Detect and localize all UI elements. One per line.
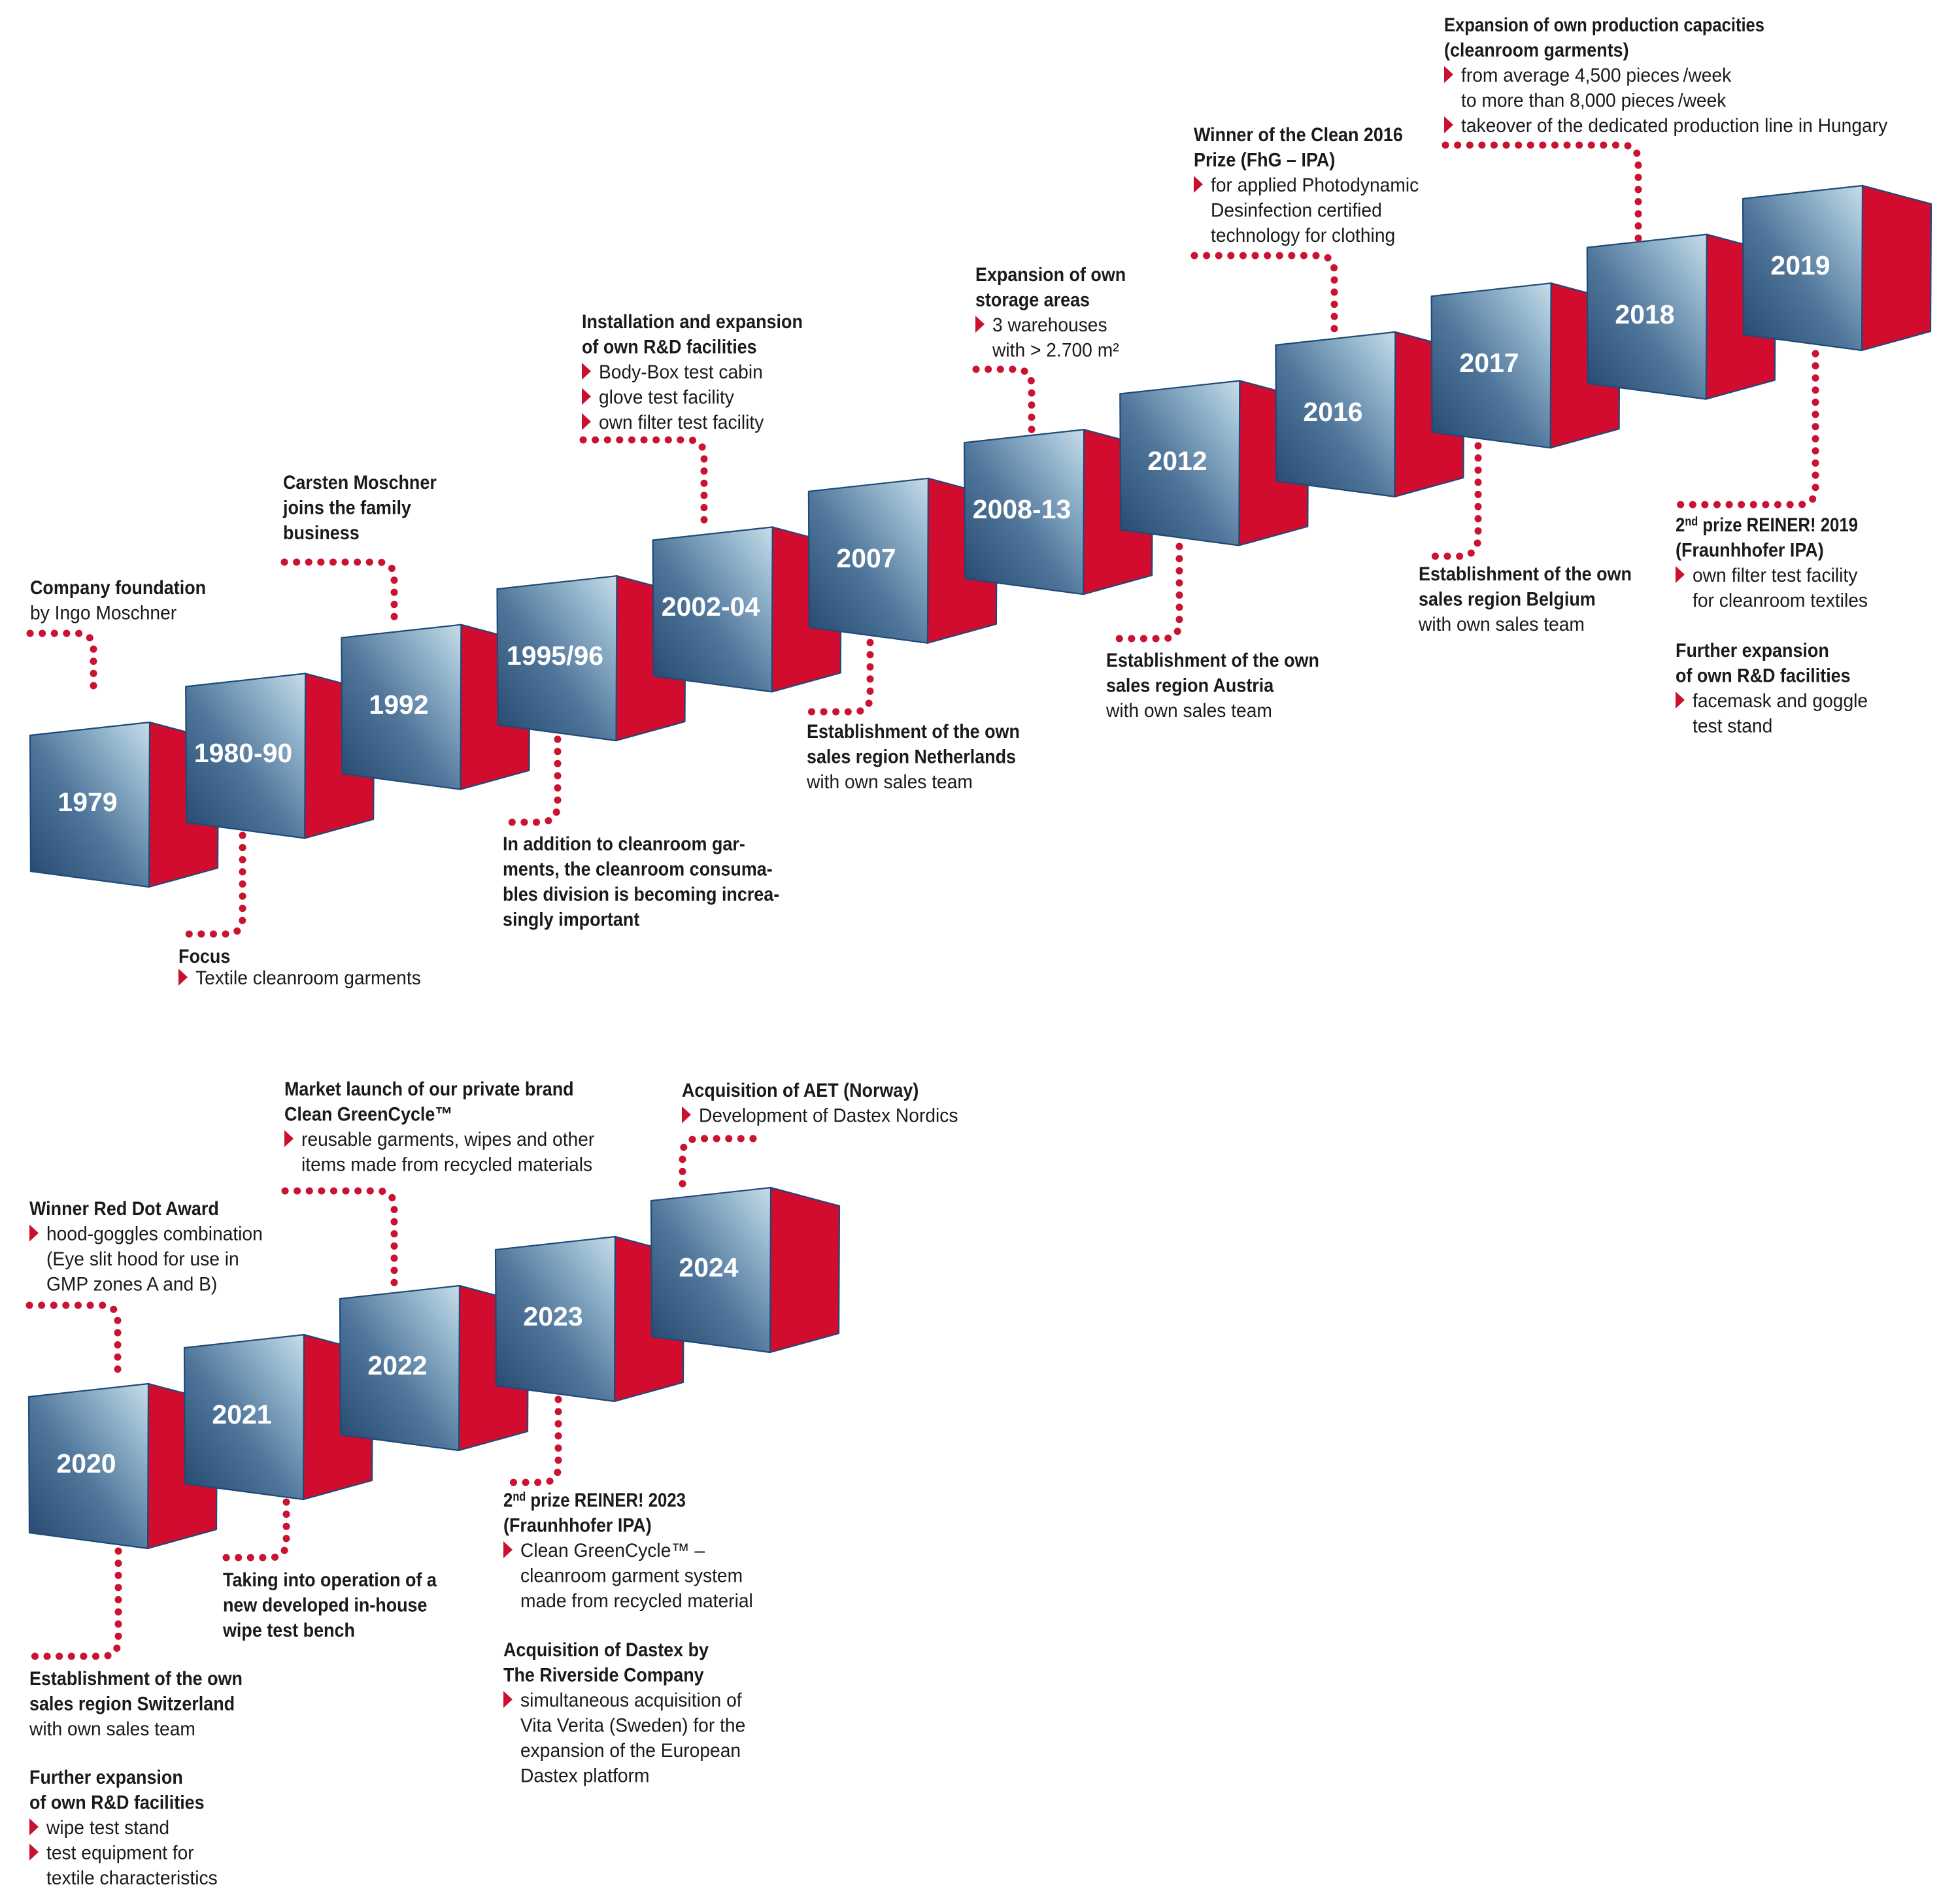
svg-text:Clean GreenCycle™ –: Clean GreenCycle™ – <box>520 1540 705 1562</box>
svg-text:(Eye slit hood for use in: (Eye slit hood for use in <box>46 1248 239 1270</box>
svg-text:cleanroom garment system: cleanroom garment system <box>520 1565 743 1587</box>
svg-text:items made from recycled mater: items made from recycled materials <box>301 1154 592 1176</box>
svg-text:textile characteristics: textile characteristics <box>46 1867 218 1889</box>
svg-text:In addition to cleanroom gar-: In addition to cleanroom gar- <box>503 833 745 855</box>
svg-text:Establishment of the own: Establishment of the own <box>29 1668 243 1690</box>
svg-text:own filter test facility: own filter test facility <box>1693 565 1857 586</box>
svg-text:Taking into operation of a: Taking into operation of a <box>223 1569 437 1591</box>
svg-text:2018: 2018 <box>1615 299 1674 329</box>
svg-text:2nd prize REINER! 2019: 2nd prize REINER! 2019 <box>1676 514 1858 536</box>
svg-text:of own R&D facilities: of own R&D facilities <box>29 1792 205 1814</box>
svg-text:business: business <box>283 522 360 544</box>
svg-text:2012: 2012 <box>1147 446 1207 476</box>
svg-text:2021: 2021 <box>212 1399 271 1429</box>
svg-text:glove test facility: glove test facility <box>599 387 734 409</box>
svg-text:Expansion of own production ca: Expansion of own production capacities <box>1444 14 1764 36</box>
svg-text:Expansion of own: Expansion of own <box>975 264 1126 286</box>
svg-text:test equipment for: test equipment for <box>46 1843 194 1864</box>
svg-text:bles division is becoming incr: bles division is becoming increa- <box>503 884 779 905</box>
svg-text:wipe test bench: wipe test bench <box>222 1620 355 1641</box>
svg-text:2nd prize REINER! 2023: 2nd prize REINER! 2023 <box>503 1490 686 1511</box>
svg-text:Textile cleanroom garments: Textile cleanroom garments <box>195 967 421 989</box>
svg-text:Winner of the Clean 2016: Winner of the Clean 2016 <box>1194 124 1403 146</box>
svg-text:takeover of the dedicated prod: takeover of the dedicated production lin… <box>1461 115 1887 137</box>
svg-text:Clean GreenCycle™: Clean GreenCycle™ <box>284 1104 452 1126</box>
svg-text:Focus: Focus <box>178 946 230 967</box>
svg-text:Company foundation: Company foundation <box>30 577 206 599</box>
svg-text:1995/96: 1995/96 <box>507 641 603 671</box>
svg-text:with own sales team: with own sales team <box>806 771 973 793</box>
svg-text:Prize (FhG – IPA): Prize (FhG – IPA) <box>1194 150 1335 171</box>
svg-text:wipe test stand: wipe test stand <box>46 1817 169 1839</box>
svg-text:Further expansion: Further expansion <box>1676 640 1829 661</box>
svg-text:with > 2.700 m²: with > 2.700 m² <box>992 340 1119 361</box>
svg-text:2022: 2022 <box>367 1350 427 1380</box>
svg-text:2007: 2007 <box>836 543 896 573</box>
svg-text:3 warehouses: 3 warehouses <box>992 314 1107 336</box>
svg-text:1980-90: 1980-90 <box>194 738 292 768</box>
svg-text:Establishment of the own: Establishment of the own <box>1106 650 1319 671</box>
svg-text:for applied Photodynamic: for applied Photodynamic <box>1211 175 1419 196</box>
svg-text:2017: 2017 <box>1459 348 1519 378</box>
svg-text:of own R&D facilities: of own R&D facilities <box>582 337 757 358</box>
svg-text:of own R&D facilities: of own R&D facilities <box>1676 665 1851 687</box>
svg-text:Further expansion: Further expansion <box>29 1767 183 1788</box>
svg-text:for cleanroom textiles: for cleanroom textiles <box>1693 590 1868 612</box>
svg-text:(Fraunhhofer IPA): (Fraunhhofer IPA) <box>1676 540 1824 561</box>
svg-text:Market launch of our private b: Market launch of our private brand <box>284 1078 574 1100</box>
svg-text:2002-04: 2002-04 <box>662 592 760 622</box>
svg-text:joins the family: joins the family <box>282 497 411 519</box>
svg-text:made from recycled material: made from recycled material <box>520 1590 753 1612</box>
svg-text:Carsten Moschner: Carsten Moschner <box>283 472 437 493</box>
svg-text:test stand: test stand <box>1693 716 1772 737</box>
svg-text:with own sales team: with own sales team <box>1105 700 1272 722</box>
svg-text:Desinfection certified: Desinfection certified <box>1211 200 1382 222</box>
svg-text:2020: 2020 <box>56 1448 116 1478</box>
svg-text:simultaneous acquisition of: simultaneous acquisition of <box>520 1690 742 1711</box>
svg-text:Establishment of the own: Establishment of the own <box>807 721 1020 743</box>
svg-text:(cleanroom garments): (cleanroom garments) <box>1444 40 1629 61</box>
svg-text:sales region Switzerland: sales region Switzerland <box>29 1694 235 1715</box>
svg-text:1992: 1992 <box>369 690 428 720</box>
svg-text:expansion of the European: expansion of the European <box>520 1740 741 1762</box>
svg-text:sales region Netherlands: sales region Netherlands <box>807 746 1016 768</box>
svg-text:sales region Belgium: sales region Belgium <box>1419 589 1596 610</box>
svg-text:storage areas: storage areas <box>975 290 1090 311</box>
svg-text:Installation and expansion: Installation and expansion <box>582 311 803 333</box>
svg-text:Establishment of the own: Establishment of the own <box>1419 563 1632 585</box>
svg-text:Vita Verita (Sweden) for the: Vita Verita (Sweden) for the <box>520 1715 745 1737</box>
svg-text:2008-13: 2008-13 <box>973 494 1071 524</box>
svg-text:from average 4,500 pieces /wee: from average 4,500 pieces /week <box>1461 65 1732 86</box>
svg-text:Acquisition of Dastex by: Acquisition of Dastex by <box>503 1639 709 1661</box>
svg-text:Body-Box test cabin: Body-Box test cabin <box>599 361 763 383</box>
svg-text:Acquisition of AET (Norway): Acquisition of AET (Norway) <box>682 1080 919 1101</box>
svg-text:2016: 2016 <box>1303 397 1362 427</box>
svg-text:new developed in-house: new developed in-house <box>223 1595 428 1616</box>
svg-text:sales region Austria: sales region Austria <box>1106 675 1273 697</box>
svg-text:1979: 1979 <box>58 787 117 817</box>
svg-text:facemask and goggle: facemask and goggle <box>1693 690 1868 712</box>
svg-text:technology for clothing: technology for clothing <box>1211 225 1395 246</box>
svg-text:reusable garments, wipes and o: reusable garments, wipes and other <box>301 1129 594 1150</box>
svg-text:with own sales team: with own sales team <box>29 1718 195 1740</box>
svg-text:2024: 2024 <box>679 1252 738 1282</box>
svg-text:Development of Dastex Nordics: Development of Dastex Nordics <box>699 1105 958 1127</box>
svg-text:ments, the cleanroom consuma-: ments, the cleanroom consuma- <box>503 859 773 880</box>
svg-text:2019: 2019 <box>1770 250 1830 280</box>
svg-text:own filter test facility: own filter test facility <box>599 412 764 433</box>
svg-text:with own sales team: with own sales team <box>1418 614 1585 635</box>
svg-text:The Riverside Company: The Riverside Company <box>503 1665 704 1686</box>
svg-text:to more than 8,000 pieces /wee: to more than 8,000 pieces /week <box>1461 90 1727 112</box>
svg-text:(Fraunhhofer IPA): (Fraunhhofer IPA) <box>503 1515 652 1537</box>
svg-text:hood-goggles combination: hood-goggles combination <box>46 1224 263 1245</box>
svg-text:Dastex platform: Dastex platform <box>520 1765 650 1787</box>
svg-text:by Ingo Moschner: by Ingo Moschner <box>30 603 177 624</box>
svg-text:singly important: singly important <box>503 909 639 931</box>
svg-text:2023: 2023 <box>523 1301 582 1331</box>
svg-text:GMP zones A and B): GMP zones A and B) <box>46 1274 217 1295</box>
svg-text:Winner Red Dot Award: Winner Red Dot Award <box>29 1198 219 1220</box>
